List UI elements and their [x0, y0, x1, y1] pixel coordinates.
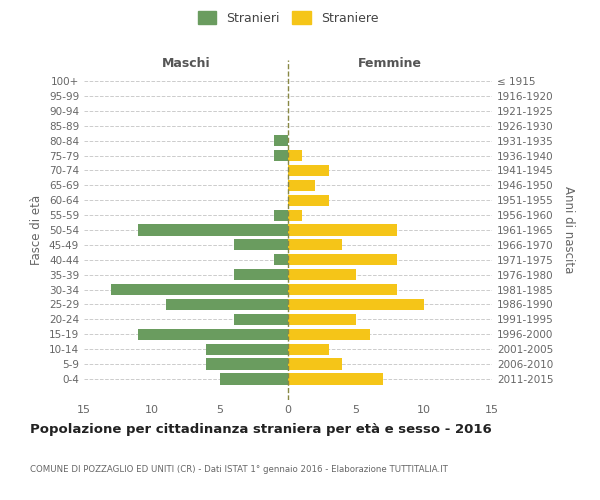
Bar — [288, 269, 356, 280]
Y-axis label: Anni di nascita: Anni di nascita — [562, 186, 575, 274]
Bar — [139, 224, 288, 235]
Bar — [288, 240, 343, 250]
Bar — [288, 210, 302, 220]
Bar — [274, 150, 288, 161]
Bar — [220, 374, 288, 384]
Text: Maschi: Maschi — [161, 56, 211, 70]
Bar — [288, 374, 383, 384]
Bar — [288, 284, 397, 295]
Bar — [288, 165, 329, 176]
Bar — [206, 358, 288, 370]
Bar — [288, 344, 329, 355]
Text: Femmine: Femmine — [358, 56, 422, 70]
Bar — [274, 135, 288, 146]
Bar — [288, 328, 370, 340]
Legend: Stranieri, Straniere: Stranieri, Straniere — [197, 11, 379, 25]
Bar — [288, 150, 302, 161]
Bar — [288, 358, 343, 370]
Bar — [288, 314, 356, 325]
Bar — [288, 299, 424, 310]
Bar — [206, 344, 288, 355]
Bar — [166, 299, 288, 310]
Bar — [139, 328, 288, 340]
Bar — [288, 180, 315, 191]
Bar — [233, 240, 288, 250]
Bar — [274, 210, 288, 220]
Bar — [274, 254, 288, 266]
Bar — [288, 224, 397, 235]
Text: COMUNE DI POZZAGLIO ED UNITI (CR) - Dati ISTAT 1° gennaio 2016 - Elaborazione TU: COMUNE DI POZZAGLIO ED UNITI (CR) - Dati… — [30, 465, 448, 474]
Bar — [111, 284, 288, 295]
Text: Popolazione per cittadinanza straniera per età e sesso - 2016: Popolazione per cittadinanza straniera p… — [30, 422, 492, 436]
Bar — [288, 194, 329, 206]
Y-axis label: Fasce di età: Fasce di età — [31, 195, 43, 265]
Bar — [233, 269, 288, 280]
Bar — [233, 314, 288, 325]
Bar — [288, 254, 397, 266]
